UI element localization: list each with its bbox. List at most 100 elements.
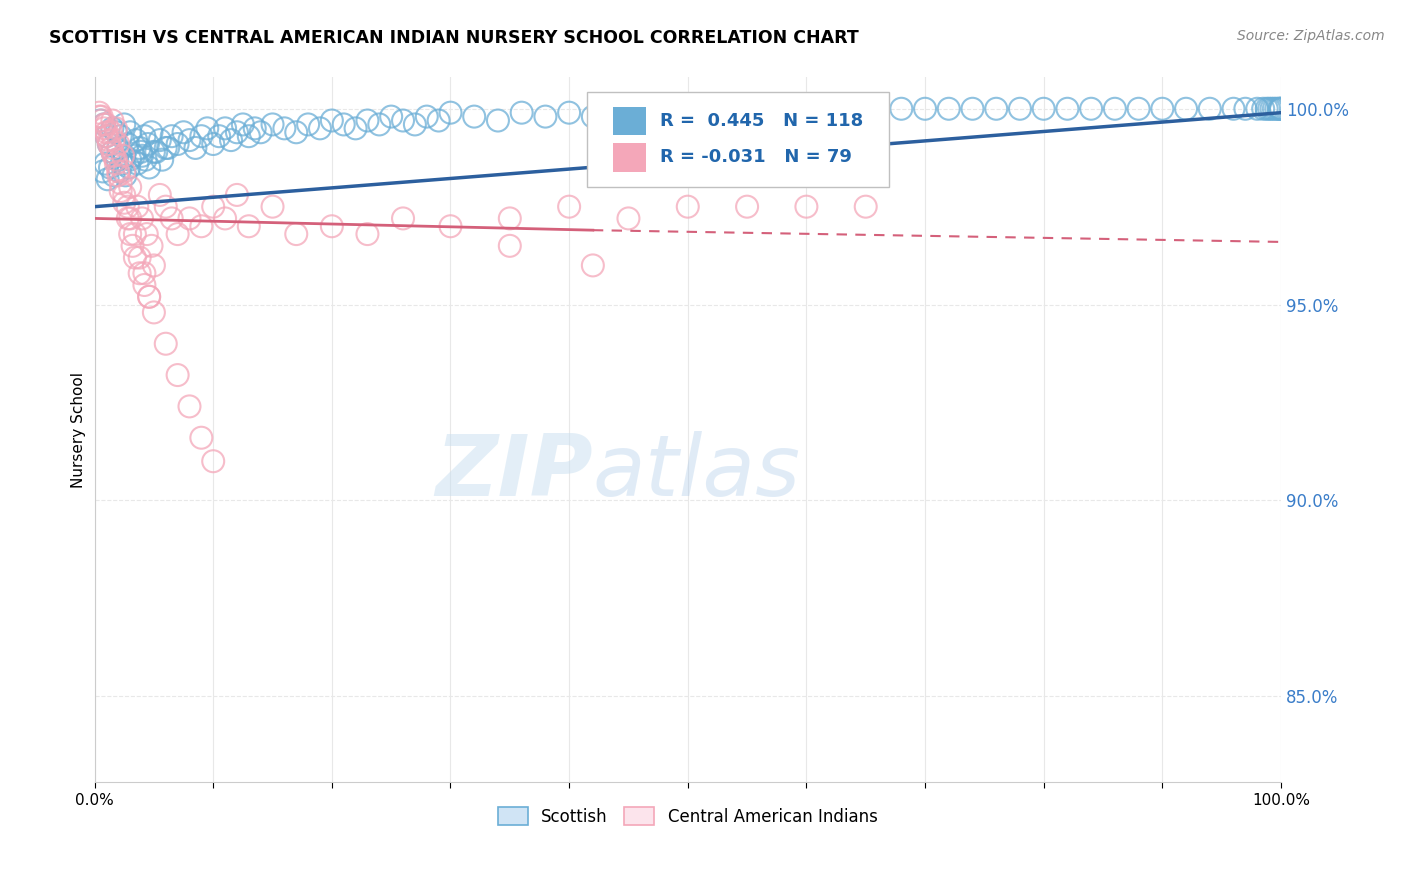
- Point: [1265, 102, 1288, 116]
- Point: [914, 102, 936, 116]
- Point: [606, 105, 628, 120]
- Point: [499, 239, 522, 253]
- Point: [114, 169, 136, 183]
- Point: [141, 125, 163, 139]
- Point: [582, 259, 605, 273]
- Point: [297, 118, 319, 132]
- Point: [676, 200, 699, 214]
- Point: [404, 118, 426, 132]
- Point: [166, 368, 188, 382]
- Point: [273, 121, 295, 136]
- Point: [214, 121, 236, 136]
- Point: [97, 133, 120, 147]
- Point: [1032, 102, 1054, 116]
- Point: [202, 200, 225, 214]
- Point: [141, 239, 163, 253]
- Point: [107, 136, 129, 151]
- Point: [190, 431, 212, 445]
- Point: [120, 153, 142, 167]
- Point: [195, 121, 218, 136]
- Point: [93, 121, 115, 136]
- Point: [155, 141, 177, 155]
- Point: [93, 118, 115, 132]
- Point: [986, 102, 1008, 116]
- Point: [356, 227, 378, 241]
- Point: [91, 164, 114, 178]
- Point: [138, 290, 160, 304]
- Point: [101, 121, 124, 136]
- Point: [107, 141, 129, 155]
- Point: [179, 211, 201, 226]
- Text: R =  0.445   N = 118: R = 0.445 N = 118: [661, 112, 863, 130]
- Point: [112, 164, 135, 178]
- Point: [173, 125, 195, 139]
- Point: [112, 188, 135, 202]
- Point: [97, 136, 120, 151]
- Point: [128, 251, 150, 265]
- Point: [166, 136, 188, 151]
- Point: [1267, 102, 1289, 116]
- Point: [94, 156, 117, 170]
- Point: [510, 105, 533, 120]
- Point: [855, 200, 877, 214]
- Point: [1270, 102, 1292, 116]
- Point: [108, 164, 131, 178]
- Point: [104, 125, 127, 139]
- Text: SCOTTISH VS CENTRAL AMERICAN INDIAN NURSERY SCHOOL CORRELATION CHART: SCOTTISH VS CENTRAL AMERICAN INDIAN NURS…: [49, 29, 859, 46]
- Point: [135, 153, 157, 167]
- Point: [110, 176, 132, 190]
- Point: [890, 102, 912, 116]
- Point: [184, 141, 207, 155]
- Point: [866, 102, 889, 116]
- Point: [332, 118, 354, 132]
- Point: [190, 129, 212, 144]
- Y-axis label: Nursery School: Nursery School: [72, 372, 86, 488]
- Point: [558, 105, 581, 120]
- Point: [145, 145, 167, 159]
- Point: [238, 219, 260, 234]
- Point: [142, 305, 165, 319]
- Point: [128, 141, 150, 155]
- Point: [97, 136, 120, 151]
- Point: [120, 180, 142, 194]
- Point: [90, 113, 112, 128]
- Point: [285, 227, 308, 241]
- Point: [238, 129, 260, 144]
- Point: [121, 239, 143, 253]
- Point: [142, 145, 165, 159]
- Point: [104, 121, 127, 136]
- Point: [243, 121, 266, 136]
- Point: [321, 219, 343, 234]
- Point: [179, 133, 201, 147]
- Point: [1152, 102, 1174, 116]
- Point: [112, 118, 135, 132]
- Point: [134, 266, 156, 280]
- Point: [131, 211, 153, 226]
- Point: [208, 129, 231, 144]
- Point: [112, 195, 135, 210]
- Point: [748, 105, 770, 120]
- Point: [558, 200, 581, 214]
- FancyBboxPatch shape: [586, 92, 890, 186]
- Point: [1246, 102, 1268, 116]
- Point: [138, 161, 160, 175]
- Point: [262, 200, 284, 214]
- Point: [439, 105, 461, 120]
- Point: [103, 149, 125, 163]
- Point: [89, 113, 111, 128]
- Point: [1175, 102, 1198, 116]
- Point: [499, 211, 522, 226]
- Point: [1263, 102, 1285, 116]
- Point: [104, 153, 127, 167]
- Point: [103, 169, 125, 183]
- Point: [89, 105, 111, 120]
- Point: [1104, 102, 1126, 116]
- Point: [117, 211, 139, 226]
- Point: [134, 278, 156, 293]
- Point: [118, 161, 141, 175]
- Point: [96, 129, 118, 144]
- Point: [463, 110, 485, 124]
- Point: [160, 211, 183, 226]
- Point: [534, 110, 557, 124]
- Point: [101, 145, 124, 159]
